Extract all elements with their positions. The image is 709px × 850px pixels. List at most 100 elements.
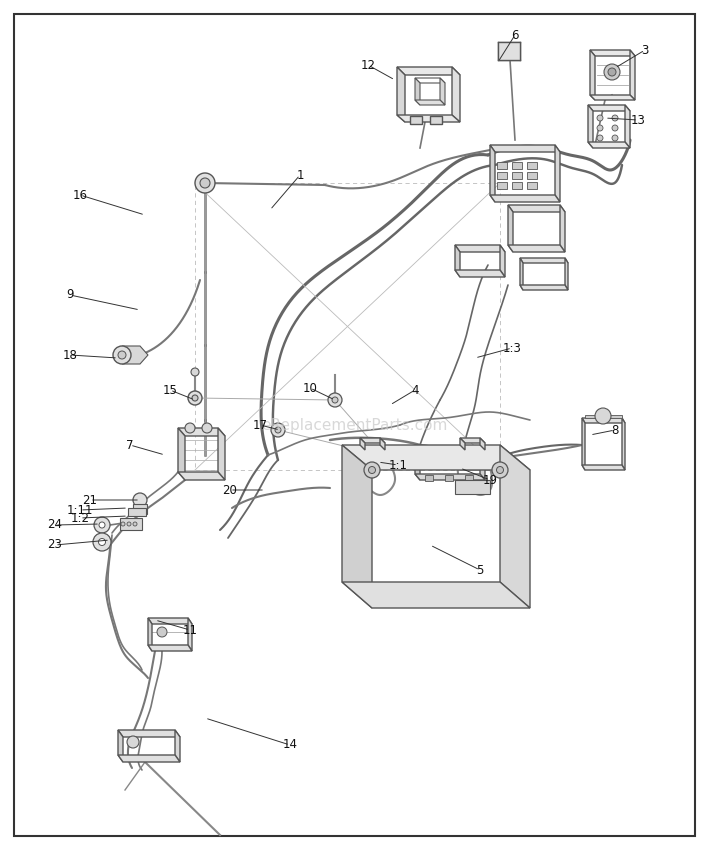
Polygon shape — [455, 270, 505, 277]
Circle shape — [127, 522, 131, 526]
Circle shape — [133, 522, 137, 526]
Circle shape — [118, 351, 126, 359]
Bar — [120, 518, 142, 530]
Circle shape — [113, 346, 131, 364]
Polygon shape — [415, 460, 485, 465]
Polygon shape — [397, 67, 405, 122]
Circle shape — [185, 423, 195, 433]
Polygon shape — [415, 460, 420, 480]
Text: 7: 7 — [126, 439, 134, 451]
Polygon shape — [122, 346, 148, 364]
Polygon shape — [490, 145, 495, 202]
Circle shape — [612, 135, 618, 141]
Polygon shape — [188, 618, 192, 651]
Polygon shape — [452, 67, 460, 122]
Polygon shape — [490, 195, 560, 202]
Polygon shape — [588, 105, 593, 148]
Polygon shape — [520, 285, 568, 290]
Polygon shape — [555, 145, 560, 202]
Circle shape — [133, 493, 147, 507]
Polygon shape — [582, 418, 625, 423]
Polygon shape — [588, 142, 630, 148]
Text: 12: 12 — [360, 59, 376, 71]
Circle shape — [271, 423, 285, 437]
Bar — [465, 475, 473, 481]
Polygon shape — [218, 428, 225, 480]
Circle shape — [195, 173, 215, 193]
Polygon shape — [565, 258, 568, 290]
Polygon shape — [588, 105, 630, 111]
Circle shape — [202, 423, 212, 433]
Text: 14: 14 — [282, 739, 298, 751]
Text: 23: 23 — [48, 539, 62, 552]
Bar — [133, 504, 147, 514]
Polygon shape — [498, 42, 520, 60]
Bar — [497, 182, 507, 189]
Polygon shape — [480, 438, 485, 450]
Bar — [445, 475, 453, 481]
Circle shape — [604, 64, 620, 80]
Polygon shape — [560, 205, 565, 252]
Polygon shape — [460, 438, 465, 450]
Polygon shape — [585, 415, 622, 418]
Text: 4: 4 — [411, 383, 419, 396]
Polygon shape — [118, 730, 180, 737]
Polygon shape — [118, 730, 123, 762]
Bar — [512, 182, 522, 189]
Polygon shape — [342, 582, 530, 608]
Circle shape — [612, 125, 618, 131]
Polygon shape — [118, 755, 180, 762]
Circle shape — [157, 627, 167, 637]
Polygon shape — [342, 445, 530, 470]
Polygon shape — [397, 115, 460, 122]
Text: 9: 9 — [66, 288, 74, 302]
Circle shape — [99, 539, 106, 546]
Text: eReplacementParts.com: eReplacementParts.com — [261, 417, 447, 433]
Polygon shape — [175, 730, 180, 762]
Polygon shape — [590, 50, 635, 56]
Circle shape — [595, 408, 611, 424]
Polygon shape — [455, 245, 505, 252]
Text: 18: 18 — [62, 348, 77, 361]
Circle shape — [275, 427, 281, 433]
Bar — [527, 162, 537, 169]
Text: 3: 3 — [642, 43, 649, 56]
Circle shape — [127, 736, 139, 748]
Bar — [512, 172, 522, 179]
Text: 6: 6 — [511, 29, 519, 42]
Polygon shape — [622, 418, 625, 470]
Text: 16: 16 — [72, 189, 87, 201]
Circle shape — [492, 462, 508, 478]
Polygon shape — [582, 418, 585, 470]
Polygon shape — [508, 205, 565, 212]
Polygon shape — [630, 50, 635, 100]
Bar — [527, 182, 537, 189]
Polygon shape — [460, 438, 485, 443]
Circle shape — [332, 397, 338, 403]
Polygon shape — [415, 78, 445, 83]
Polygon shape — [480, 460, 485, 480]
Polygon shape — [397, 67, 460, 75]
Polygon shape — [590, 50, 595, 100]
Circle shape — [192, 395, 198, 401]
Text: 1:2: 1:2 — [70, 512, 89, 524]
Polygon shape — [178, 428, 225, 436]
Polygon shape — [440, 78, 445, 105]
Polygon shape — [520, 258, 568, 263]
Text: 1:1: 1:1 — [389, 458, 408, 472]
Polygon shape — [360, 438, 385, 443]
Polygon shape — [148, 618, 192, 624]
Circle shape — [612, 115, 618, 121]
Circle shape — [369, 467, 376, 473]
Polygon shape — [342, 445, 372, 608]
Text: 21: 21 — [82, 494, 98, 507]
Bar — [497, 172, 507, 179]
Bar — [430, 116, 442, 124]
Polygon shape — [500, 245, 505, 277]
Polygon shape — [590, 95, 635, 100]
Text: 20: 20 — [223, 484, 238, 496]
Bar — [455, 480, 490, 494]
Polygon shape — [455, 245, 460, 277]
Circle shape — [597, 125, 603, 131]
Polygon shape — [500, 445, 530, 608]
